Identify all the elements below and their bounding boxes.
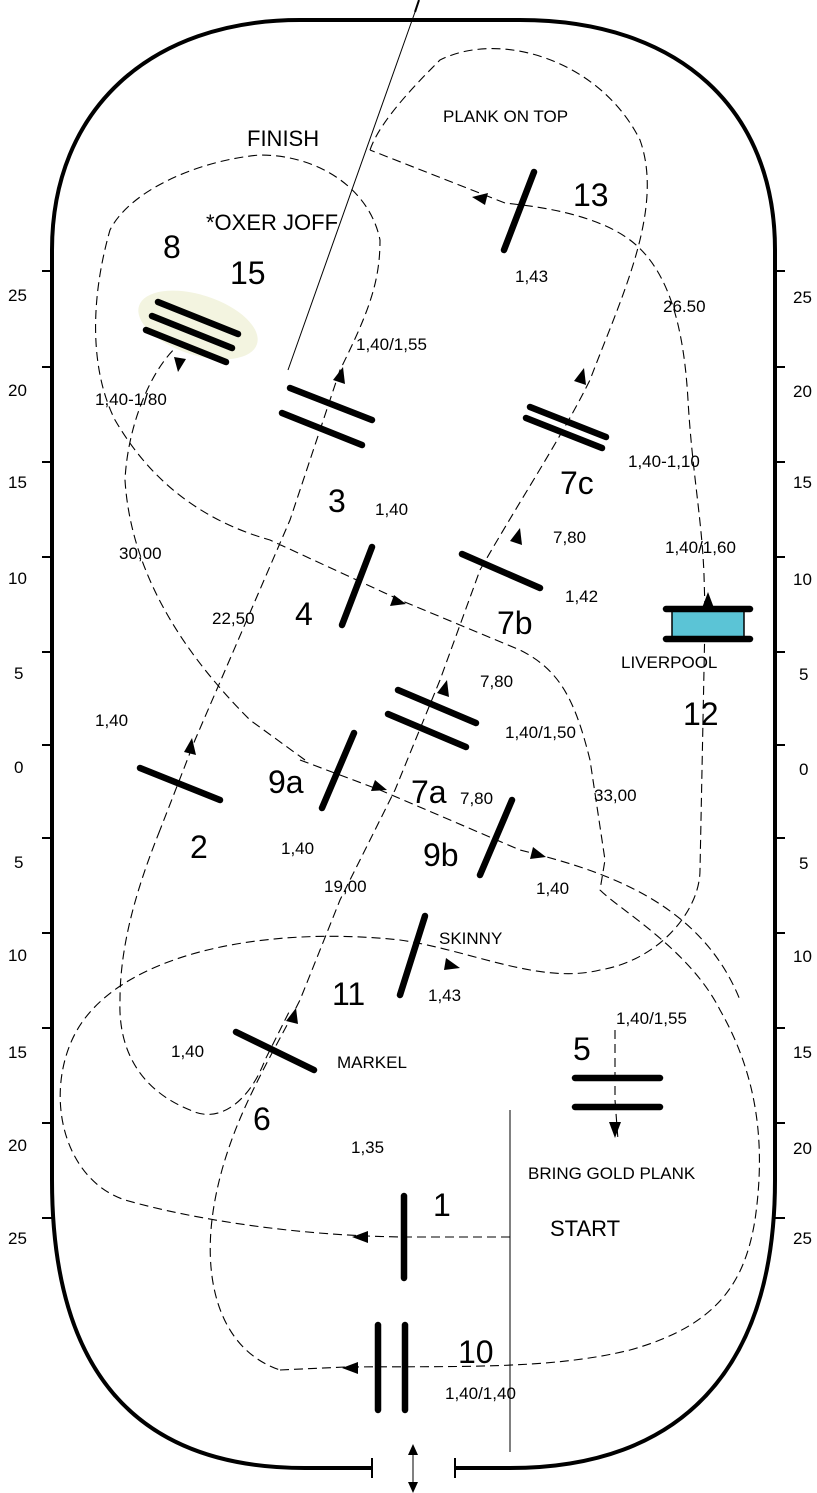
- height-label: 1,40: [375, 500, 408, 519]
- right-scale-ticks: [775, 270, 785, 1219]
- left-scale-label: 15: [8, 1043, 27, 1062]
- distance-label: 7,80: [460, 789, 493, 808]
- distance-label: 30,00: [119, 544, 162, 563]
- fence-7b: [458, 550, 544, 592]
- height-label: 1,40: [536, 879, 569, 898]
- height-label: 1,40-1/80: [95, 390, 167, 409]
- fence-number-13: 13: [573, 177, 609, 213]
- distance-label: 19,00: [324, 877, 367, 896]
- fence-2: [136, 764, 224, 804]
- left-scale-label: 15: [8, 473, 27, 492]
- fence-number-6: 6: [253, 1101, 271, 1137]
- left-scale-label: 0: [14, 758, 23, 777]
- height-label: 1,40/1,50: [505, 723, 576, 742]
- distance-label: 26.50: [663, 297, 706, 316]
- height-label: 1,40/1,60: [665, 538, 736, 557]
- height-label: 1,40/1,55: [616, 1009, 687, 1028]
- right-scale-label: 25: [793, 1229, 812, 1248]
- fence-9b: [476, 796, 516, 879]
- left-scale-label: 10: [8, 569, 27, 588]
- fence-number-5: 5: [573, 1031, 591, 1067]
- route-arrows: [174, 193, 714, 1374]
- fence-7c-oxer: [522, 403, 610, 452]
- right-scale-label: 20: [793, 382, 812, 401]
- finish-label: FINISH: [247, 126, 319, 151]
- left-scale-label: 10: [8, 946, 27, 965]
- right-scale-label: 15: [793, 473, 812, 492]
- right-scale-label: 15: [793, 1043, 812, 1062]
- distance-label: 7,80: [553, 528, 586, 547]
- fence-4: [338, 543, 376, 629]
- right-scale-label: 10: [793, 947, 812, 966]
- right-scale: 25 20 15 10 5 0 5 10 15 20 25: [793, 288, 812, 1248]
- start-label: START: [550, 1216, 620, 1241]
- left-scale-ticks: [42, 270, 52, 1219]
- fence-6: [232, 1028, 318, 1074]
- height-label: 1,42: [565, 587, 598, 606]
- height-label: 1,40: [281, 839, 314, 858]
- plank-on-top-label: PLANK ON TOP: [443, 107, 568, 126]
- fence-13: [500, 168, 538, 254]
- arena-wall: [50, 18, 777, 1470]
- fence-number-7a: 7a: [411, 774, 447, 810]
- height-label: 1,40/1,55: [356, 335, 427, 354]
- liverpool-label: LIVERPOOL: [621, 653, 717, 672]
- fence-number-8: 8: [163, 229, 181, 265]
- fence-12-liverpool: [662, 605, 754, 643]
- height-label: 1,43: [428, 986, 461, 1005]
- fence-number-15: 15: [230, 255, 266, 291]
- entry-gate-arrow: [408, 1444, 418, 1493]
- fence-number-10: 10: [458, 1334, 494, 1370]
- right-scale-label: 5: [799, 854, 808, 873]
- fence-number-11: 11: [332, 976, 365, 1012]
- height-label: 1,40: [95, 711, 128, 730]
- fence-7a-oxer: [384, 686, 480, 751]
- left-scale-label: 25: [8, 286, 27, 305]
- fence-number-2: 2: [190, 829, 208, 865]
- right-scale-label: 20: [793, 1139, 812, 1158]
- markel-label: MARKEL: [337, 1053, 407, 1072]
- right-scale-label: 25: [793, 288, 812, 307]
- fence-number-9a: 9a: [268, 764, 304, 800]
- finish-line: [287, 11, 416, 371]
- height-label: 1,40-1,10: [628, 452, 700, 471]
- finish-post: [414, 0, 420, 13]
- fence-9a: [318, 729, 358, 812]
- fence-5-oxer: [571, 1074, 664, 1111]
- left-scale-label: 25: [8, 1229, 27, 1248]
- distance-label: 33,00: [594, 786, 637, 805]
- left-scale-label: 5: [14, 853, 23, 872]
- fence-8-15-triple-bar: [138, 290, 258, 366]
- fence-number-3: 3: [328, 483, 346, 519]
- fence-3-oxer: [278, 384, 376, 449]
- skinny-label: SKINNY: [439, 929, 502, 948]
- left-scale: 25 20 15 10 5 0 5 10 15 20 25: [8, 286, 27, 1248]
- bring-gold-plank-label: BRING GOLD PLANK: [528, 1164, 696, 1183]
- fence-number-9b: 9b: [423, 837, 459, 873]
- fence-number-7c: 7c: [560, 465, 594, 501]
- left-scale-label: 5: [14, 664, 23, 683]
- fence-number-1: 1: [433, 1187, 451, 1223]
- fence-number-7b: 7b: [497, 605, 533, 641]
- right-scale-label: 0: [799, 760, 808, 779]
- height-label: 1,35: [351, 1138, 384, 1157]
- distance-label: 7,80: [480, 672, 513, 691]
- right-scale-label: 10: [793, 570, 812, 589]
- distance-label: 22,50: [212, 609, 255, 628]
- left-scale-label: 20: [8, 1136, 27, 1155]
- fence-10-double: [374, 1321, 409, 1414]
- right-scale-label: 5: [799, 665, 808, 684]
- left-scale-label: 20: [8, 381, 27, 400]
- fence-number-4: 4: [295, 596, 313, 632]
- course-route: [59, 48, 760, 1371]
- fence-11-skinny: [396, 912, 429, 999]
- oxer-joff-label: *OXER JOFF: [206, 210, 338, 235]
- height-label: 1,40/1,40: [445, 1384, 516, 1403]
- height-label: 1,43: [515, 267, 548, 286]
- fence-number-12: 12: [683, 696, 719, 732]
- height-label: 1,40: [171, 1042, 204, 1061]
